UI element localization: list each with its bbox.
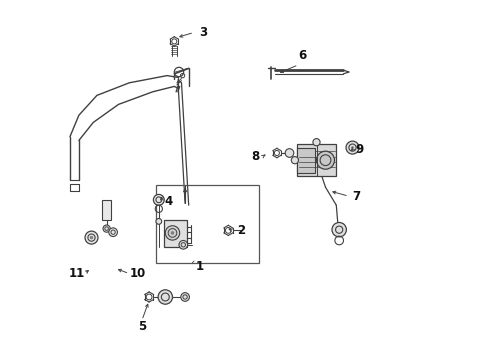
Circle shape (346, 141, 358, 154)
Text: 3: 3 (199, 26, 207, 39)
Text: 11: 11 (69, 267, 85, 280)
Bar (102, 200, 111, 220)
Circle shape (170, 231, 174, 235)
Text: 7: 7 (351, 190, 360, 203)
Circle shape (291, 157, 298, 164)
Circle shape (158, 290, 172, 304)
Circle shape (165, 226, 179, 240)
Circle shape (350, 146, 353, 149)
Circle shape (89, 236, 93, 239)
Text: 5: 5 (138, 320, 146, 333)
Bar (156, 185, 258, 263)
Bar (296, 144, 336, 176)
Text: 2: 2 (236, 224, 244, 237)
Circle shape (108, 228, 117, 237)
Text: 10: 10 (130, 267, 146, 280)
Circle shape (156, 219, 162, 224)
Circle shape (103, 225, 110, 232)
Text: 1: 1 (195, 260, 203, 273)
Bar (296, 148, 315, 173)
Bar (163, 220, 186, 247)
Circle shape (331, 222, 346, 237)
Circle shape (153, 194, 164, 205)
Circle shape (285, 149, 293, 157)
Circle shape (179, 240, 187, 249)
Text: 8: 8 (251, 150, 259, 163)
Circle shape (316, 151, 334, 169)
Text: 6: 6 (297, 49, 305, 62)
Circle shape (85, 231, 98, 244)
Circle shape (181, 293, 189, 301)
Text: 4: 4 (163, 195, 172, 208)
Circle shape (312, 139, 320, 146)
Text: 9: 9 (355, 143, 363, 156)
